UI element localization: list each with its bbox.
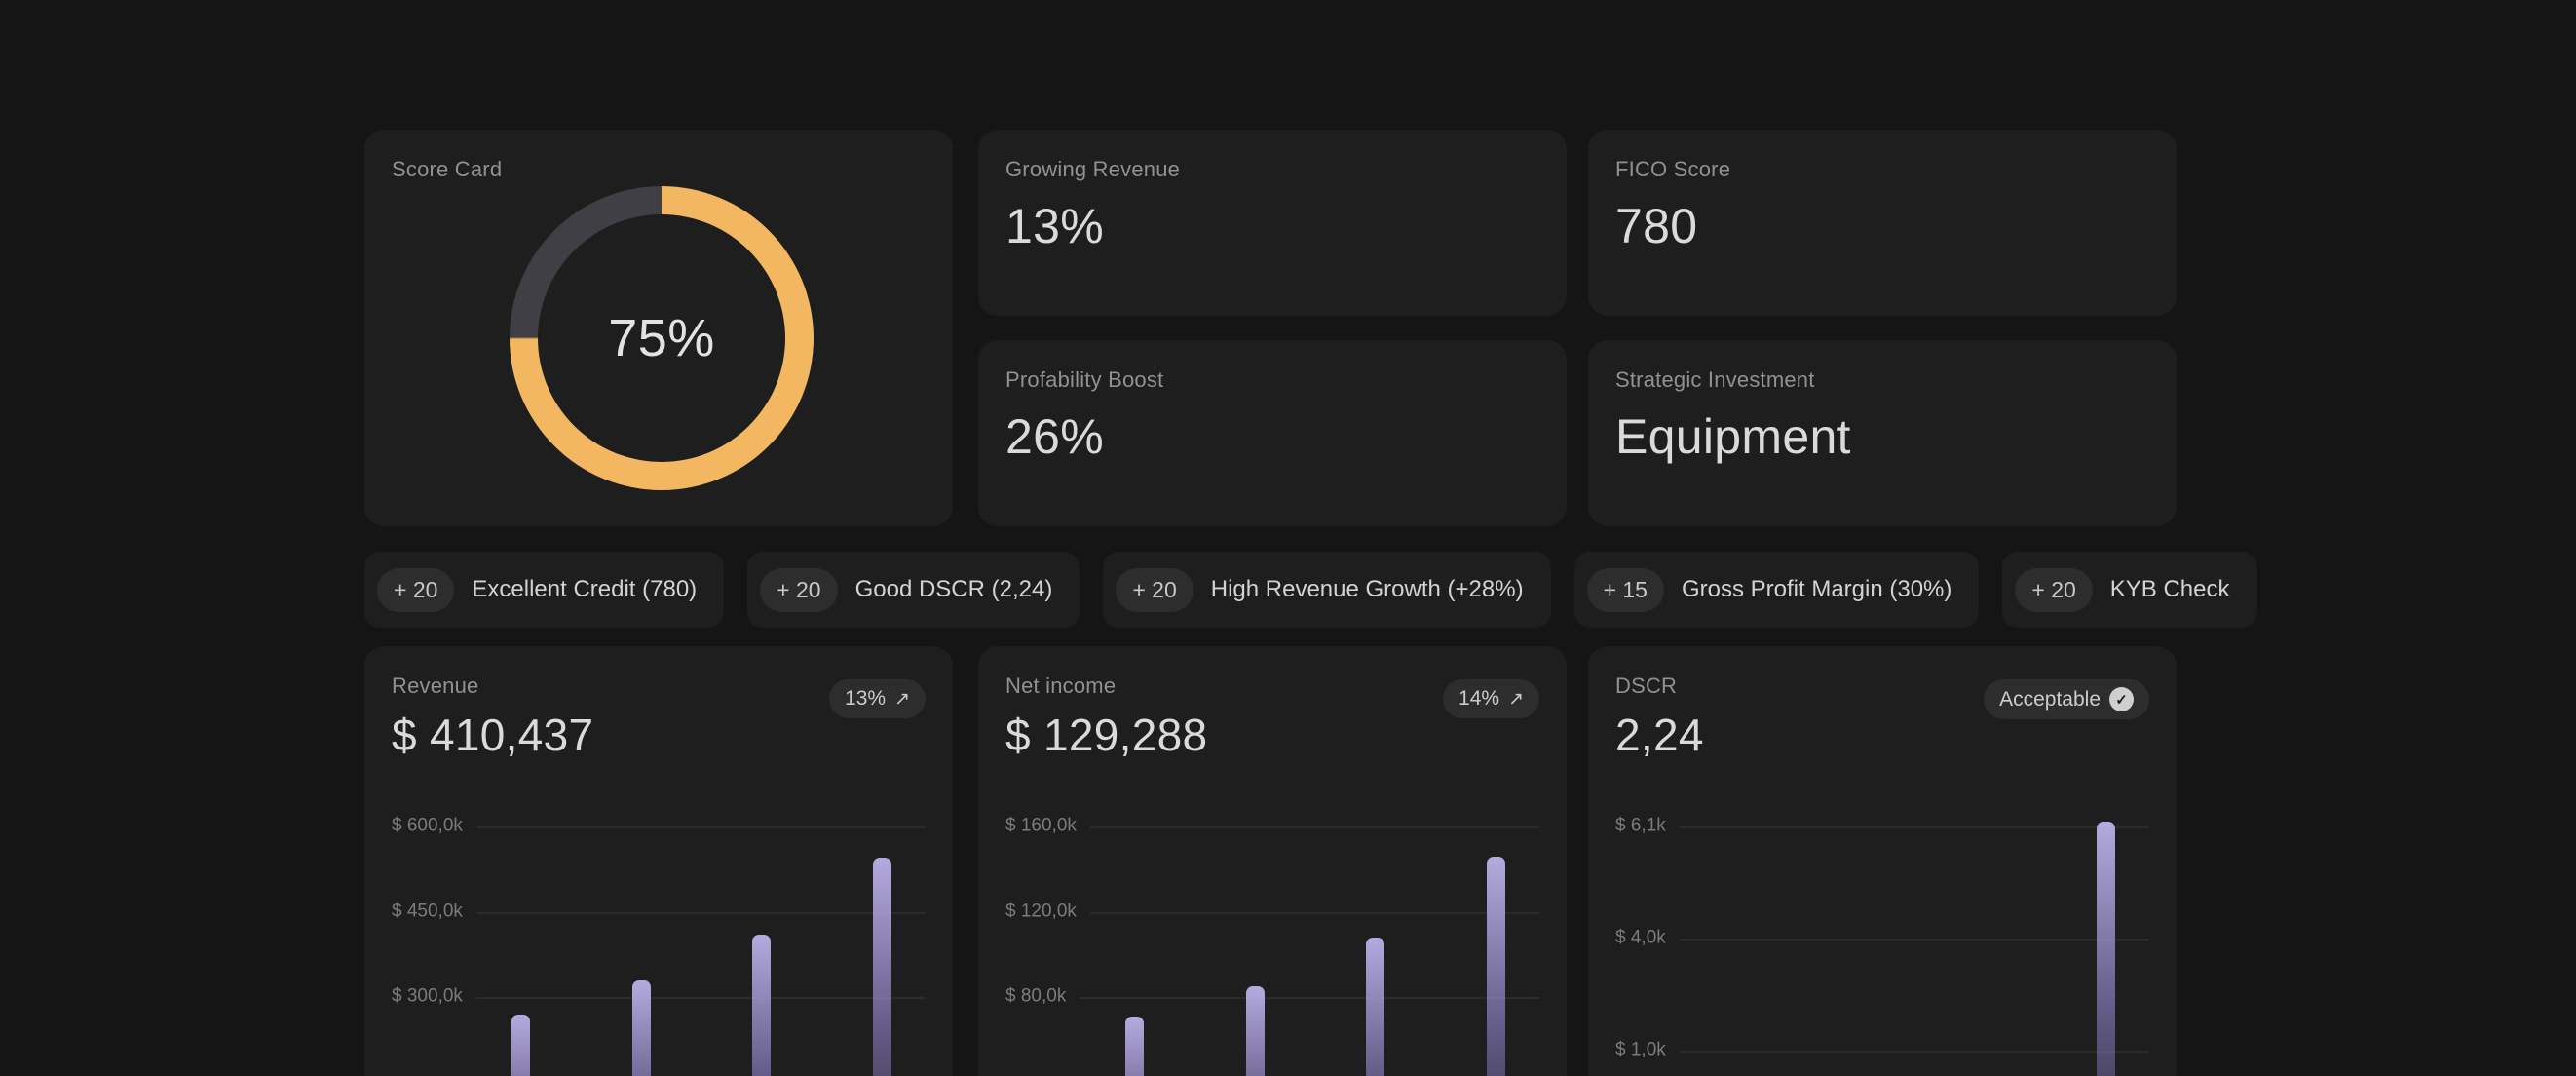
chart-bar bbox=[1245, 986, 1265, 1076]
score-card: Score Card 75% bbox=[364, 130, 953, 526]
gridline bbox=[1615, 939, 2149, 941]
chart-header: Net income $ 129,288 14% ↗ bbox=[978, 646, 1567, 761]
stat-label: Growing Revenue bbox=[1005, 157, 1181, 181]
stat-value: Equipment bbox=[1615, 409, 1851, 464]
chip-label: High Revenue Growth (+28%) bbox=[1210, 576, 1524, 602]
y-axis-tick-label: $ 80,0k bbox=[1005, 985, 1080, 1008]
chip-label: Gross Profit Margin (30%) bbox=[1681, 576, 1952, 602]
net-income-chart-card: Net income $ 129,288 14% ↗ $ 160,0k $ 120… bbox=[978, 646, 1567, 1076]
y-axis-tick-label: $ 6,1k bbox=[1615, 815, 1680, 837]
y-axis-tick-label: $ 120,0k bbox=[1005, 901, 1090, 923]
stat-value: 780 bbox=[1615, 199, 1698, 253]
chart-title: DSCR bbox=[1615, 673, 1678, 698]
y-axis-tick-label: $ 450,0k bbox=[392, 901, 476, 923]
gridline bbox=[392, 911, 926, 914]
growing-revenue-card: Growing Revenue 13% bbox=[978, 130, 1567, 316]
stat-value: 13% bbox=[1005, 199, 1104, 253]
y-axis-tick-label: $ 1,0k bbox=[1615, 1039, 1680, 1061]
chart-value: $ 129,288 bbox=[1005, 710, 1208, 760]
trend-badge-text: 13% bbox=[845, 687, 887, 710]
chart-header: Revenue $ 410,437 13% ↗ bbox=[364, 646, 953, 761]
score-donut-chart: 75% bbox=[510, 186, 814, 490]
chart-bar bbox=[631, 980, 651, 1076]
gridline bbox=[392, 826, 926, 828]
chip-gross-profit-margin[interactable]: + 15 Gross Profit Margin (30%) bbox=[1573, 552, 1980, 628]
chart-bar bbox=[1366, 937, 1384, 1076]
net-income-bar-chart: $ 160,0k $ 120,0k $ 80,0k bbox=[1005, 812, 1539, 1076]
revenue-chart-card: Revenue $ 410,437 13% ↗ $ 600,0k $ 450,0k… bbox=[364, 646, 953, 1076]
chart-bar bbox=[511, 1014, 530, 1076]
status-badge: Acceptable ✓ bbox=[1984, 679, 2149, 719]
dscr-chart-card: DSCR 2,24 Acceptable ✓ $ 6,1k $ 4,0k $ 1,0… bbox=[1588, 646, 2177, 1076]
chip-label: Excellent Credit (780) bbox=[472, 576, 698, 602]
chart-bar bbox=[1486, 856, 1505, 1076]
stat-label: Strategic Investment bbox=[1615, 367, 1815, 392]
score-value: 75% bbox=[608, 309, 715, 367]
strategic-investment-card: Strategic Investment Equipment bbox=[1588, 340, 2177, 526]
gridline bbox=[392, 997, 926, 999]
stat-label: Profability Boost bbox=[1005, 367, 1164, 392]
chip-label: Good DSCR (2,24) bbox=[854, 576, 1053, 602]
chart-bar bbox=[752, 934, 771, 1076]
gridline bbox=[1005, 826, 1539, 828]
dscr-bar-chart: $ 6,1k $ 4,0k $ 1,0k bbox=[1615, 812, 2149, 1076]
chip-high-revenue-growth[interactable]: + 20 High Revenue Growth (+28%) bbox=[1103, 552, 1551, 628]
score-card-title: Score Card bbox=[392, 157, 503, 181]
chip-label: KYB Check bbox=[2109, 576, 2230, 602]
chip-points-badge: + 15 bbox=[1586, 567, 1664, 612]
y-axis-tick-label: $ 4,0k bbox=[1615, 927, 1680, 949]
check-circle-icon: ✓ bbox=[2109, 687, 2134, 711]
y-axis-tick-label: $ 160,0k bbox=[1005, 815, 1090, 837]
chip-points-badge: + 20 bbox=[377, 567, 455, 612]
gridline bbox=[1615, 1051, 2149, 1053]
profitability-boost-card: Profability Boost 26% bbox=[978, 340, 1567, 526]
fico-score-card: FICO Score 780 bbox=[1588, 130, 2177, 316]
chip-good-dscr[interactable]: + 20 Good DSCR (2,24) bbox=[747, 552, 1080, 628]
arrow-up-right-icon: ↗ bbox=[1508, 688, 1524, 710]
score-factors-row: + 20 Excellent Credit (780) + 20 Good DS… bbox=[364, 552, 2257, 628]
chart-value: 2,24 bbox=[1615, 710, 1704, 760]
chart-header: DSCR 2,24 Acceptable ✓ bbox=[1588, 646, 2177, 761]
chip-points-badge: + 20 bbox=[1116, 567, 1193, 612]
trend-badge: 13% ↗ bbox=[829, 679, 926, 718]
arrow-up-right-icon: ↗ bbox=[894, 688, 910, 710]
gridline bbox=[1005, 997, 1539, 999]
chart-title: Net income bbox=[1005, 673, 1117, 698]
y-axis-tick-label: $ 300,0k bbox=[392, 985, 476, 1008]
chip-points-badge: + 20 bbox=[760, 567, 838, 612]
y-axis-tick-label: $ 600,0k bbox=[392, 815, 476, 837]
chart-bar bbox=[872, 858, 891, 1076]
score-donut-hole: 75% bbox=[538, 214, 785, 462]
chart-title: Revenue bbox=[392, 673, 479, 698]
gridline bbox=[1005, 911, 1539, 914]
gridline bbox=[1615, 826, 2149, 828]
chart-bar bbox=[2096, 821, 2115, 1076]
chip-excellent-credit[interactable]: + 20 Excellent Credit (780) bbox=[364, 552, 725, 628]
stat-label: FICO Score bbox=[1615, 157, 1731, 181]
chip-kyb-check[interactable]: + 20 KYB Check bbox=[2002, 552, 2257, 628]
chart-value: $ 410,437 bbox=[392, 710, 594, 760]
chart-bar bbox=[1125, 1016, 1144, 1076]
chip-points-badge: + 20 bbox=[2015, 567, 2093, 612]
revenue-bar-chart: $ 600,0k $ 450,0k $ 300,0k bbox=[392, 812, 926, 1076]
trend-badge: 14% ↗ bbox=[1443, 679, 1539, 718]
trend-badge-text: 14% bbox=[1458, 687, 1500, 710]
stat-value: 26% bbox=[1005, 409, 1104, 464]
status-badge-text: Acceptable bbox=[1999, 687, 2101, 711]
